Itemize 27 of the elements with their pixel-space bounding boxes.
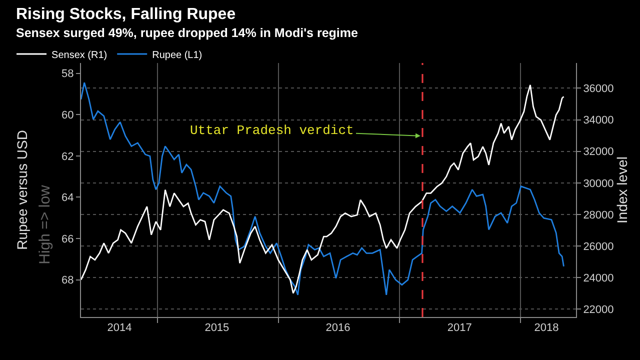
x-tick-label: 2015 bbox=[204, 322, 230, 334]
y-tick-label: 66 bbox=[62, 233, 74, 246]
y2-tick-label: 34000 bbox=[583, 114, 614, 127]
y2-tick-label: 30000 bbox=[583, 178, 614, 190]
y2-tick-label: 24000 bbox=[583, 272, 614, 284]
y2-axis-title: Index level bbox=[614, 156, 630, 224]
chart-subtitle: Sensex surged 49%, rupee dropped 14% in Modi's regime bbox=[16, 26, 358, 40]
legend-label: Rupee (L1) bbox=[152, 50, 202, 61]
y-tick-label: 68 bbox=[62, 274, 74, 287]
y2-tick-label: 36000 bbox=[583, 83, 614, 96]
y-tick-label: 64 bbox=[62, 192, 74, 204]
x-tick-label: 2016 bbox=[326, 322, 350, 334]
y2-tick-label: 26000 bbox=[583, 240, 614, 253]
legend-label: Sensex (R1) bbox=[52, 50, 108, 61]
y-tick-label: 58 bbox=[62, 68, 74, 80]
x-tick-label: 2017 bbox=[447, 322, 472, 334]
y-axis-title: Rupee versus USD bbox=[14, 130, 30, 250]
y2-tick-label: 28000 bbox=[583, 209, 614, 222]
x-tick-label: 2018 bbox=[534, 322, 559, 334]
y-tick-label: 60 bbox=[62, 109, 74, 122]
x-tick-label: 2014 bbox=[107, 322, 132, 334]
ref-line-label: Uttar Pradesh verdict bbox=[190, 123, 354, 138]
y-tick-label: 62 bbox=[62, 150, 74, 163]
y2-tick-label: 32000 bbox=[583, 146, 614, 158]
text: High => low bbox=[36, 184, 54, 264]
chart-title: Rising Stocks, Falling Rupee bbox=[16, 6, 236, 23]
y2-tick-label: 22000 bbox=[583, 304, 614, 316]
